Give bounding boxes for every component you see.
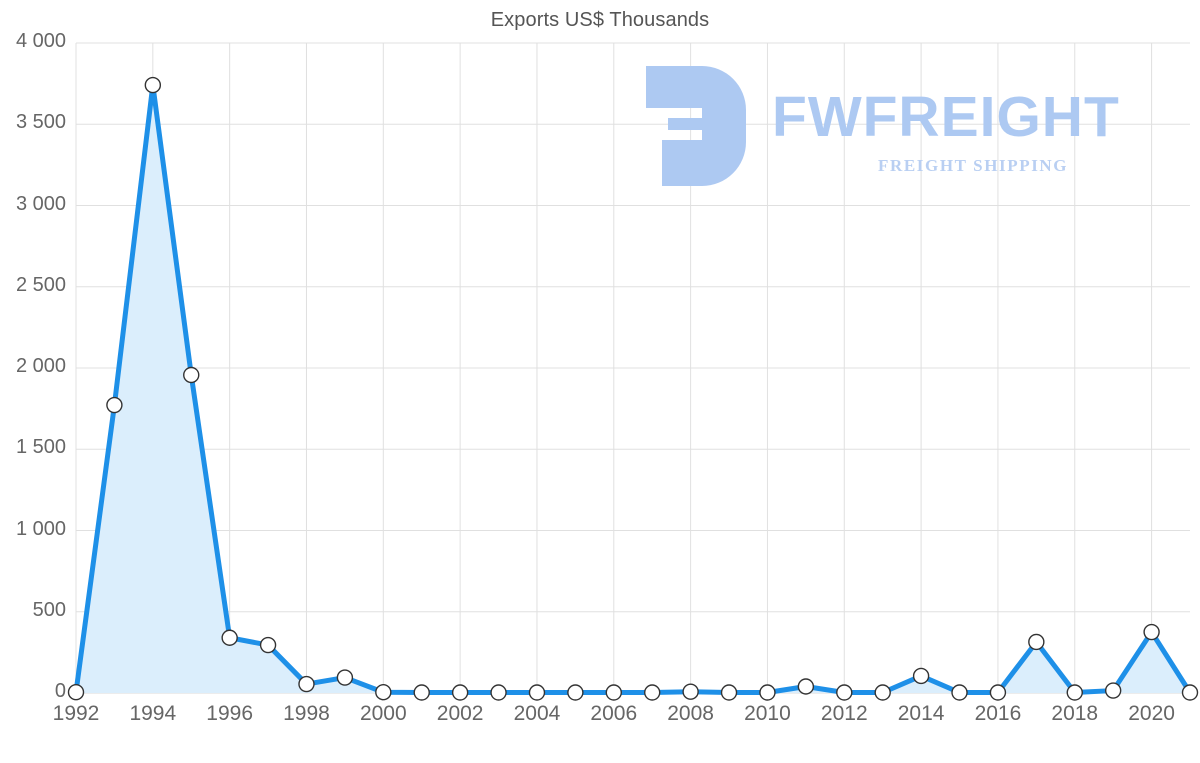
data-point-marker[interactable] (722, 685, 737, 700)
y-axis-tick-label: 2 500 (15, 273, 66, 296)
data-point-marker[interactable] (529, 685, 544, 700)
data-point-marker[interactable] (107, 398, 122, 413)
x-axis-tick-label: 1998 (283, 702, 330, 725)
data-point-marker[interactable] (491, 685, 506, 700)
x-axis-tick-label: 2002 (436, 702, 484, 725)
chart-title: Exports US$ Thousands (490, 9, 710, 31)
y-axis-tick-label: 1 500 (15, 436, 66, 459)
data-point-marker[interactable] (337, 670, 352, 685)
data-point-marker[interactable] (1029, 634, 1044, 649)
data-point-marker[interactable] (606, 685, 621, 700)
series-line (76, 85, 1190, 692)
data-point-marker[interactable] (453, 685, 468, 700)
data-point-marker[interactable] (683, 684, 698, 699)
data-point-marker[interactable] (645, 685, 660, 700)
x-axis-tick-label: 1996 (206, 702, 253, 725)
y-axis-tick-label: 3 500 (15, 111, 66, 134)
data-point-marker[interactable] (145, 78, 160, 93)
data-point-marker[interactable] (914, 668, 929, 683)
x-axis-tick-label: 1992 (52, 702, 100, 725)
x-axis-tick-label: 2006 (590, 702, 638, 725)
data-point-marker[interactable] (1067, 685, 1082, 700)
y-axis-labels: 0 500 1 000 1 500 2 000 2 500 3 000 3 500 4 000 (0, 0, 66, 763)
y-axis-tick-label: 4 000 (15, 30, 66, 52)
y-axis-tick-label: 2 000 (15, 355, 66, 377)
data-point-marker[interactable] (376, 685, 391, 700)
data-point-marker[interactable] (952, 685, 967, 700)
data-point-marker[interactable] (760, 685, 775, 700)
data-point-marker[interactable] (568, 685, 583, 700)
data-point-marker[interactable] (261, 638, 276, 653)
data-point-marker[interactable] (69, 685, 84, 700)
y-axis-tick-label: 1 000 (15, 517, 66, 540)
data-point-marker[interactable] (1106, 683, 1121, 698)
data-point-marker[interactable] (299, 677, 314, 692)
data-point-marker[interactable] (1144, 625, 1159, 640)
x-axis-tick-label: 2012 (820, 702, 868, 725)
y-axis-tick-label: 3 000 (15, 192, 66, 215)
y-axis-tick-label: 0 (54, 680, 66, 702)
x-axis-tick-label: 2016 (974, 702, 1022, 725)
data-point-marker[interactable] (184, 367, 199, 382)
y-axis-tick-label: 500 (32, 598, 66, 621)
x-axis-tick-label: 2020 (1128, 702, 1175, 725)
data-point-marker[interactable] (837, 685, 852, 700)
x-axis-tick-label: 2010 (744, 702, 791, 725)
series-area-fill (76, 85, 1190, 694)
x-axis-tick-label: 1994 (129, 702, 177, 725)
x-axis-tick-label: 2008 (667, 702, 714, 725)
data-point-marker[interactable] (990, 685, 1005, 700)
x-axis-tick-label: 2018 (1051, 702, 1099, 725)
data-point-marker[interactable] (875, 685, 890, 700)
x-axis-tick-label: 2004 (513, 702, 561, 725)
data-point-marker[interactable] (1183, 685, 1198, 700)
data-point-marker[interactable] (414, 685, 429, 700)
data-point-marker[interactable] (222, 630, 237, 645)
x-axis-tick-label: 2014 (897, 702, 945, 725)
plot-area (76, 43, 1190, 693)
chart-series-layer (76, 43, 1190, 693)
data-point-marker[interactable] (798, 679, 813, 694)
x-axis-tick-label: 2000 (359, 702, 407, 725)
